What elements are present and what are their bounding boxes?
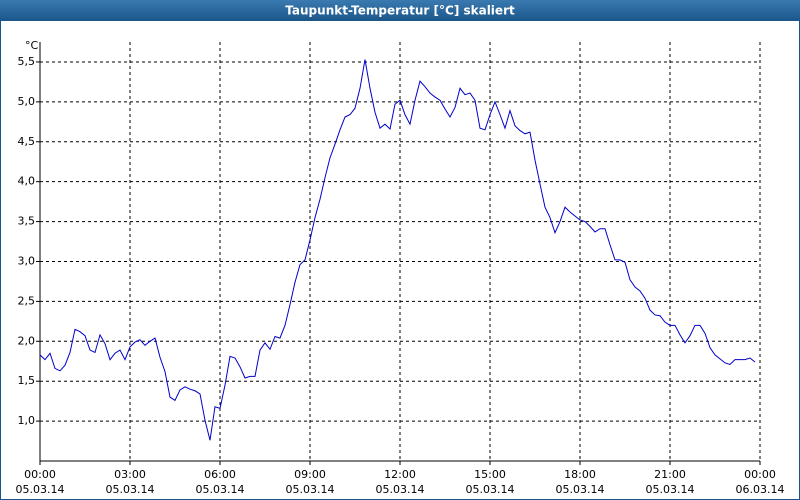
x-tick-date: 05.03.14 <box>376 483 425 496</box>
y-tick-label: 3,5 <box>18 215 36 228</box>
x-tick-date: 05.03.14 <box>106 483 155 496</box>
x-tick-label: 09:00 <box>294 468 326 481</box>
x-tick-date: 05.03.14 <box>646 483 695 496</box>
x-tick-label: 15:00 <box>474 468 506 481</box>
chart-title: Taupunkt-Temperatur [°C] skaliert <box>285 4 515 18</box>
x-tick-label: 21:00 <box>654 468 686 481</box>
y-tick-label: 5,0 <box>18 95 36 108</box>
x-tick-label: 00:00 <box>744 468 776 481</box>
x-tick-date: 05.03.14 <box>466 483 515 496</box>
y-tick-label: 2,0 <box>18 334 36 347</box>
x-tick-label: 06:00 <box>204 468 236 481</box>
y-tick-label: 1,5 <box>18 374 36 387</box>
x-tick-date: 05.03.14 <box>286 483 335 496</box>
x-tick-date: 05.03.14 <box>556 483 605 496</box>
y-tick-label: 1,0 <box>18 414 36 427</box>
y-tick-label: 3,0 <box>18 254 36 267</box>
y-tick-label: 2,5 <box>18 294 36 307</box>
x-tick-label: 18:00 <box>564 468 596 481</box>
y-tick-label: 4,0 <box>18 175 36 188</box>
x-tick-label: 00:00 <box>24 468 56 481</box>
x-tick-date: 06.03.14 <box>736 483 785 496</box>
x-tick-date: 05.03.14 <box>196 483 245 496</box>
y-tick-label: 4,5 <box>18 135 36 148</box>
title-bar <box>0 0 800 21</box>
y-unit: °C <box>25 39 39 52</box>
data-line <box>39 59 756 441</box>
y-tick-label: 5,5 <box>18 55 36 68</box>
x-tick-date: 05.03.14 <box>16 483 65 496</box>
x-tick-label: 12:00 <box>384 468 416 481</box>
x-tick-label: 03:00 <box>114 468 146 481</box>
